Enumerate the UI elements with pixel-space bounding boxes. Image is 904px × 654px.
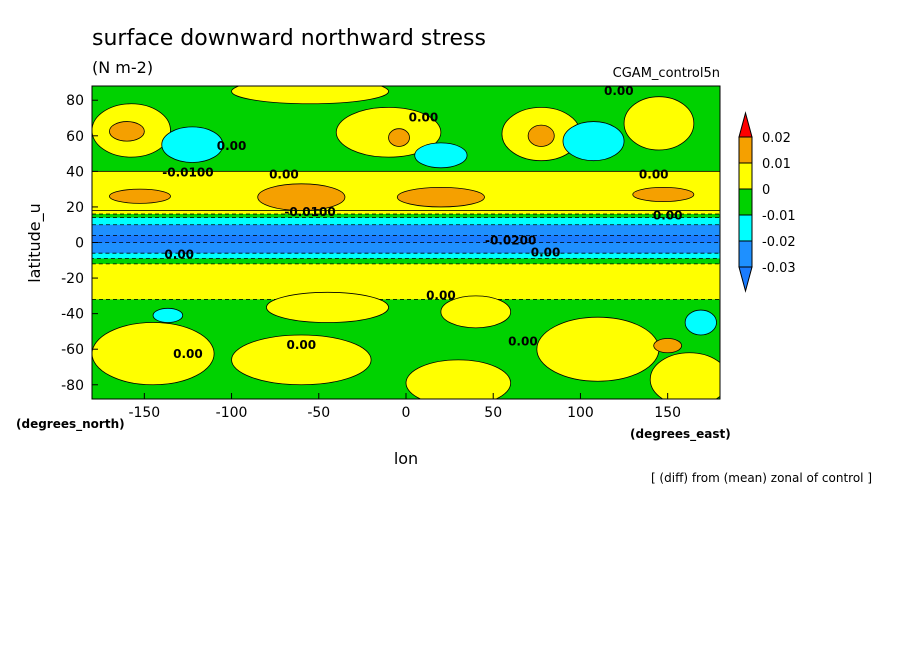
field-patch: [632, 186, 695, 202]
colorbar-segment: [738, 136, 753, 164]
y-tick-label: -80: [61, 378, 84, 394]
contour-label: -0.0100: [162, 166, 213, 180]
colorbar-over: [738, 111, 753, 138]
contour-label: 0.00: [653, 208, 683, 222]
field-patch: [649, 352, 720, 399]
y-tick-label: -60: [61, 342, 84, 358]
x-tick-label: 100: [567, 405, 594, 421]
colorbar-segment: [738, 240, 753, 268]
x-tick-label: -150: [128, 405, 160, 421]
y-tick-label: 60: [66, 129, 84, 145]
field-patch: [231, 86, 389, 105]
x-tick-label: -100: [216, 405, 248, 421]
field-patch: [562, 121, 625, 162]
field-patch: [440, 295, 512, 329]
field-patch: [92, 234, 720, 243]
contour-label: 0.00: [639, 167, 669, 181]
x-tick-label: 150: [654, 405, 681, 421]
contour-label: 0.00: [287, 338, 317, 352]
colorbar-label: -0.03: [762, 261, 796, 276]
colorbar-label: 0: [762, 183, 770, 198]
field-patch: [92, 322, 215, 386]
x-axis-label: lon: [394, 449, 418, 468]
field-patch: [109, 121, 145, 142]
y-axis-label: latitude_u: [25, 203, 45, 283]
y-tick-label: -20: [61, 271, 84, 287]
y-tick-label: 0: [75, 236, 84, 252]
field-patch: [257, 183, 346, 211]
contour-label: 0.00: [173, 347, 203, 361]
note: [ (diff) from (mean) zonal of control ]: [651, 471, 872, 485]
run-name: CGAM_control5n: [613, 66, 720, 81]
field-patch: [266, 291, 389, 323]
field-patch: [653, 338, 683, 354]
field-patch: [527, 124, 555, 147]
field-patch: [335, 106, 442, 158]
colorbar-label: -0.01: [762, 209, 796, 224]
field-patch: [414, 142, 468, 169]
field-patch: [388, 128, 410, 147]
contour-label: 0.00: [217, 139, 247, 153]
colorbar-segment: [738, 162, 753, 190]
contour-label: -0.0200: [485, 233, 536, 247]
field-patch: [623, 96, 695, 151]
field-patch: [109, 188, 171, 204]
contour-label: 0.00: [426, 288, 456, 302]
contour-label: 0.00: [508, 335, 538, 349]
x-tick-label: -50: [307, 405, 330, 421]
field-patch: [152, 307, 184, 323]
y-tick-label: 20: [66, 200, 84, 216]
field-patch: [396, 186, 485, 208]
y-tick-label: 80: [66, 93, 84, 109]
colorbar-label: 0.02: [762, 131, 791, 146]
field-patch: [161, 126, 224, 163]
field-patch: [405, 359, 512, 399]
chart-title: surface downward northward stress: [92, 26, 486, 51]
contour-label: 0.00: [409, 111, 439, 125]
x-tick-label: 50: [484, 405, 502, 421]
field-patch: [536, 316, 660, 382]
x-tick-label: 0: [402, 405, 411, 421]
y-tick-label: 40: [66, 164, 84, 180]
y-units: (degrees_north): [16, 417, 125, 432]
x-units: (degrees_east): [630, 427, 731, 442]
field: 0.000.000.00-0.0100 0.00 0.00-0.0100 0.00-0…: [92, 84, 720, 399]
subtitle: (N m-2): [92, 58, 153, 77]
contour-label: 0.00: [164, 248, 194, 262]
contour-label: -0.0100: [284, 205, 335, 219]
contour-label: 0.00: [604, 84, 634, 98]
field-patch: [684, 309, 717, 336]
colorbar-segment: [738, 188, 753, 216]
colorbar-label: 0.01: [762, 157, 791, 172]
overlay: -150 -100 -50 0 50 100 150 -80 -60 -40 -20 0 20 40 60 8…: [61, 85, 796, 421]
contour-label: 0.00: [269, 167, 299, 181]
y-tick-label: -40: [61, 307, 84, 323]
colorbar-under: [738, 266, 753, 293]
field-patch: [231, 334, 372, 386]
colorbar-segment: [738, 214, 753, 242]
colorbar-label: -0.02: [762, 235, 796, 250]
contour-label: 0.00: [531, 246, 561, 260]
